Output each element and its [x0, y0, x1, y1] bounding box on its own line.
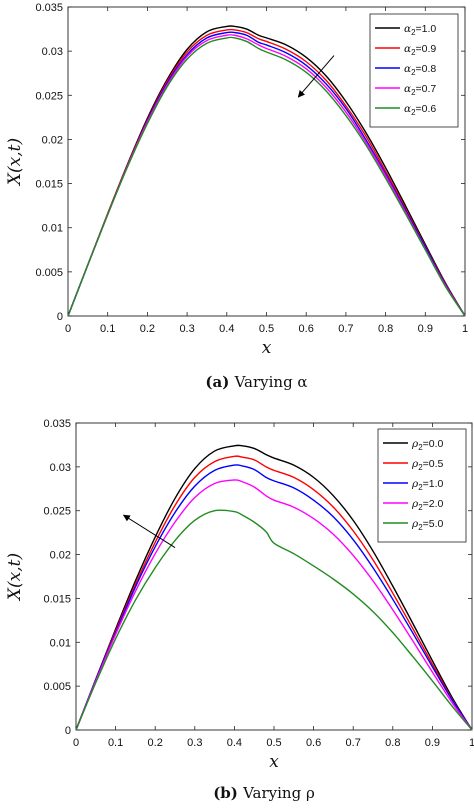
x-tick-label: 0	[65, 323, 71, 335]
y-tick-label: 0.01	[42, 223, 63, 235]
x-axis-label: x	[269, 752, 279, 772]
figure-caption: (b) Varying ρ	[213, 784, 315, 802]
x-tick-label: 0.9	[418, 323, 433, 335]
chart-a: 0 0.1 0.2 0.3 0.4 0.5 0.6 0.7 0.8 0.9 1 0 0.005 0.01 0…	[5, 2, 468, 391]
x-tick-label: 0.2	[148, 737, 163, 749]
y-tick-label: 0.035	[35, 2, 63, 14]
trend-arrow	[122, 514, 176, 548]
legend-entry: ρ2=0.5	[411, 458, 444, 472]
legend-entry: α2=0.9	[404, 43, 436, 57]
y-tick-label: 0.025	[35, 90, 63, 102]
legend-entry: α2=1.0	[404, 23, 436, 37]
y-tick-label: 0	[57, 311, 63, 323]
y-tick-label: 0.015	[35, 179, 63, 191]
x-tick-label: 0.1	[100, 323, 115, 335]
y-tick-label: 0.005	[35, 267, 63, 279]
legend-box	[377, 428, 467, 543]
legend-entry: α2=0.8	[404, 63, 436, 77]
x-tick-label: 0.3	[187, 737, 202, 749]
y-tick-label: 0.005	[43, 681, 71, 693]
series-line-1	[75, 455, 473, 731]
legend-entry: α2=0.7	[404, 83, 436, 97]
y-tick-label: 0.02	[50, 550, 71, 562]
series-line-4	[67, 36, 466, 317]
series-line-3	[75, 479, 473, 731]
y-tick-label: 0.035	[43, 418, 71, 430]
x-tick-label: 0.6	[306, 737, 321, 749]
y-tick-label: 0.01	[50, 637, 71, 649]
x-tick-label: 0.4	[219, 323, 234, 335]
legend-entry: ρ2=5.0	[411, 518, 444, 532]
x-tick-label: 0.6	[299, 323, 314, 335]
x-tick-label: 0	[73, 737, 79, 749]
series-line-2	[75, 464, 473, 731]
y-tick-label: 0.03	[42, 46, 63, 58]
x-tick-label: 0.4	[227, 737, 242, 749]
x-tick-label: 1	[469, 737, 474, 749]
x-tick-label: 0.5	[266, 737, 281, 749]
y-axis-label: X(x,t)	[5, 553, 25, 602]
trend-arrow	[297, 55, 335, 98]
x-tick-label: 0.7	[346, 737, 361, 749]
y-tick-label: 0.025	[43, 506, 71, 518]
x-tick-label: 0.2	[140, 323, 155, 335]
x-tick-label: 1	[462, 323, 468, 335]
legend-entry: ρ2=2.0	[411, 498, 444, 512]
x-tick-label: 0.8	[385, 737, 400, 749]
x-tick-label: 0.5	[259, 323, 274, 335]
legend-entry: ρ2=1.0	[411, 478, 444, 492]
series-line-4	[75, 509, 473, 731]
x-tick-label: 0.1	[108, 737, 123, 749]
series-line-0	[75, 444, 473, 731]
x-tick-label: 0.3	[179, 323, 194, 335]
y-tick-label: 0.015	[43, 593, 71, 605]
y-tick-label: 0.03	[50, 462, 71, 474]
x-axis-label: x	[262, 338, 272, 358]
y-axis-label: X(x,t)	[5, 138, 25, 187]
legend-entry: α2=0.6	[404, 103, 436, 117]
y-tick-label: 0	[65, 725, 71, 737]
x-tick-label: 0.9	[425, 737, 440, 749]
chart-b: 0 0.1 0.2 0.3 0.4 0.5 0.6 0.7 0.8 0.9 1 0 0.005 0.01 0…	[5, 418, 474, 802]
y-tick-label: 0.02	[42, 134, 63, 146]
x-tick-label: 0.7	[338, 323, 353, 335]
figure-caption: (a) Varying α	[205, 373, 307, 391]
legend-entry: ρ2=0.0	[411, 438, 444, 452]
x-tick-label: 0.8	[378, 323, 393, 335]
